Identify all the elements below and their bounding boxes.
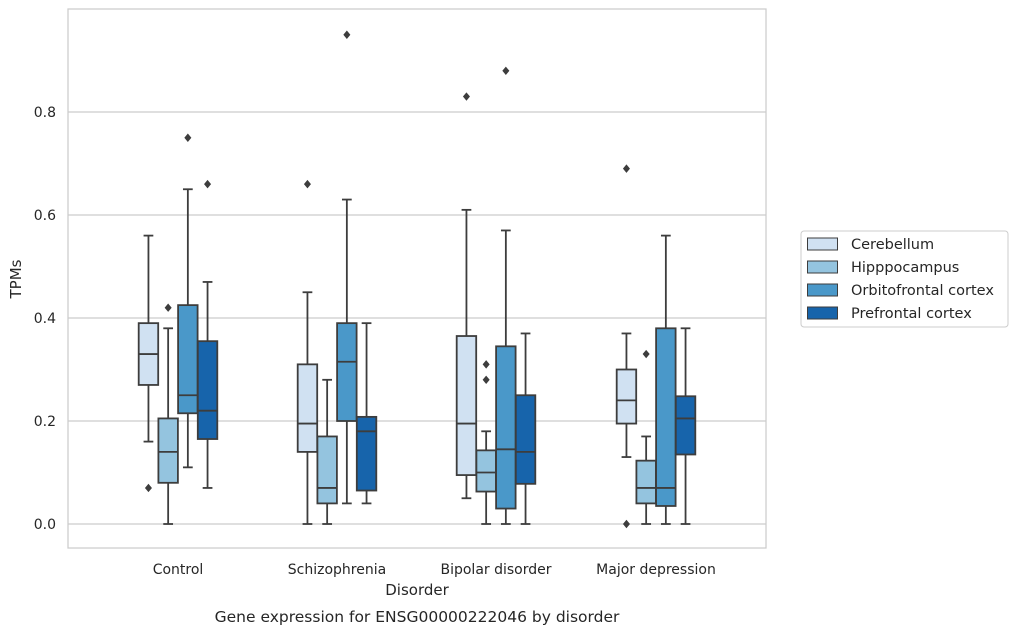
outlier-point [343,30,351,39]
legend-label: Orbitofrontal cortex [851,283,994,299]
box-body [455,335,478,476]
x-axis-ticks: Control Schizophrenia Bipolar disorder Majo… [153,562,716,578]
legend-swatch [807,306,838,320]
outlier-point [622,519,630,529]
y-tick-label: 0.4 [34,311,56,327]
legend: Cerebellum Hipppocampus Orbitofrontal cort… [800,230,1009,328]
boxes [137,30,697,529]
outlier-point [482,360,490,369]
box-body [355,415,378,492]
box-body [635,459,657,505]
outlier-point [462,92,470,101]
legend-label: Prefrontal cortex [851,306,972,322]
box-prefrontal-cortex [514,332,537,525]
outlier-point [482,375,490,385]
outlier-point [642,349,650,359]
box-body [674,395,697,456]
y-tick-label: 0.6 [34,208,56,224]
legend-frame [800,230,1009,328]
box-hipppocampus [157,303,179,525]
box-body [514,394,537,485]
y-tick-label: 0.0 [34,517,56,533]
legend-label: Hipppocampus [851,260,959,276]
y-axis-label: TPMs [7,259,25,299]
plot-frame [67,8,767,549]
box-prefrontal-cortex [674,327,697,525]
box-cerebellum [137,234,160,493]
x-axis-label: Disorder [385,581,449,599]
box-cerebellum [615,164,638,529]
legend-swatch [807,283,838,297]
legend-swatch [807,260,838,274]
box-body [196,340,219,440]
outlier-point [204,179,212,189]
box-cerebellum [296,179,319,525]
y-tick-label: 0.8 [34,105,56,121]
x-tick-label: Bipolar disorder [440,562,551,578]
box-body [475,449,497,493]
plot-area [68,9,766,548]
box-body [316,435,338,505]
box-prefrontal-cortex [355,322,378,505]
box-hipppocampus [316,378,338,525]
outlier-point [144,483,152,493]
y-tick-label: 0.2 [34,414,56,430]
box-orbitofrontal-cortex [655,234,677,525]
x-tick-label: Major depression [596,562,716,578]
chart-caption: Gene expression for ENSG00000222046 by d… [215,608,620,626]
x-tick-label: Schizophrenia [288,562,386,578]
box-body [157,417,179,484]
box-body [615,368,638,425]
box-body [296,363,319,453]
box-orbitofrontal-cortex [336,30,358,505]
box-body [336,322,358,422]
outlier-point [184,133,192,142]
box-prefrontal-cortex [196,179,219,489]
outlier-point [502,66,510,76]
box-body [655,327,677,507]
outlier-point [303,179,311,189]
legend-label: Cerebellum [851,237,934,253]
outlier-point [622,164,630,173]
box-body [177,304,199,415]
box-body [495,345,517,510]
outlier-point [164,303,172,312]
x-tick-label: Control [153,562,204,578]
box-cerebellum [455,92,478,500]
legend-swatch [807,237,838,251]
y-axis-ticks: 0.0 0.2 0.4 0.6 0.8 [34,105,56,533]
